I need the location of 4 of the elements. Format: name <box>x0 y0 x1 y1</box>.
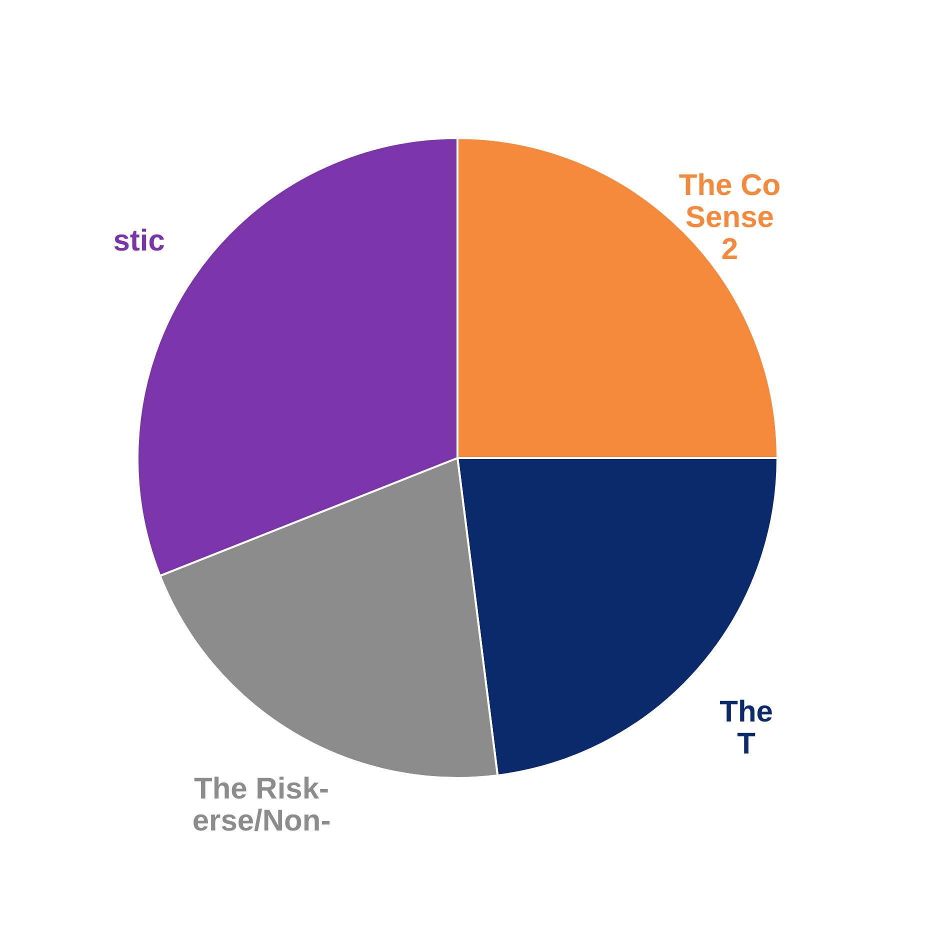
slice-label: The T <box>720 696 773 761</box>
slice-label: The Risk- erse/Non- <box>192 772 331 838</box>
slice-label: stic <box>113 224 165 258</box>
slice-label: The Co Sense 2 <box>678 168 781 266</box>
